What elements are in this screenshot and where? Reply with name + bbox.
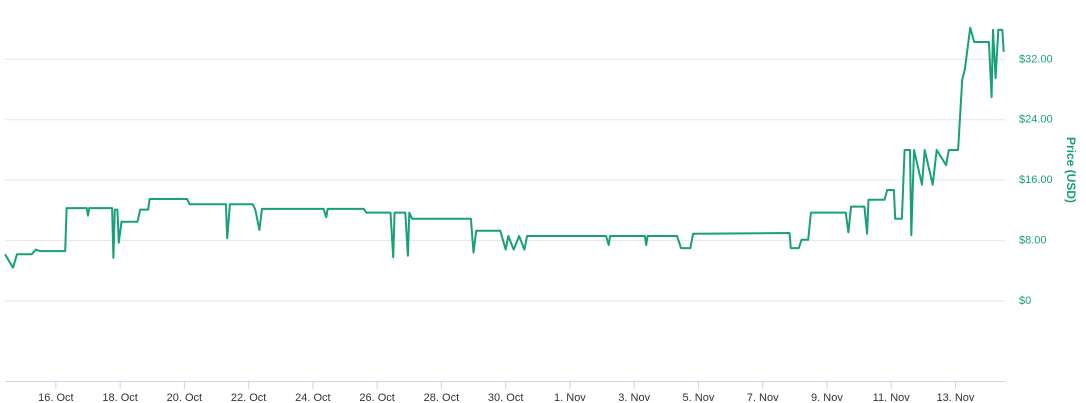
x-tick-label: 16. Oct	[38, 392, 73, 403]
x-tick-label: 9. Nov	[811, 392, 843, 403]
x-tick-label: 20. Oct	[167, 392, 202, 403]
x-tick-label: 22. Oct	[231, 392, 266, 403]
y-tick-label: $16.00	[1019, 174, 1053, 186]
x-tick-label: 13. Nov	[937, 392, 975, 403]
y-tick-label: $8.00	[1019, 234, 1047, 246]
x-tick-label: 5. Nov	[683, 392, 715, 403]
y-tick-label: $32.00	[1019, 53, 1053, 65]
y-axis-label: Price (USD)	[1064, 137, 1078, 203]
x-tick-label: 18. Oct	[102, 392, 137, 403]
x-tick-label: 28. Oct	[424, 392, 459, 403]
price-line	[4, 26, 1005, 269]
x-tick-label: 7. Nov	[747, 392, 779, 403]
x-tick-label: 30. Oct	[488, 392, 523, 403]
x-tick-label: 1. Nov	[554, 392, 586, 403]
x-tick-label: 3. Nov	[618, 392, 650, 403]
x-tick-label: 24. Oct	[295, 392, 330, 403]
x-tick-label: 11. Nov	[873, 392, 911, 403]
x-tick-label: 26. Oct	[359, 392, 394, 403]
y-tick-label: $24.00	[1019, 114, 1053, 126]
y-tick-label: $0	[1019, 295, 1031, 307]
